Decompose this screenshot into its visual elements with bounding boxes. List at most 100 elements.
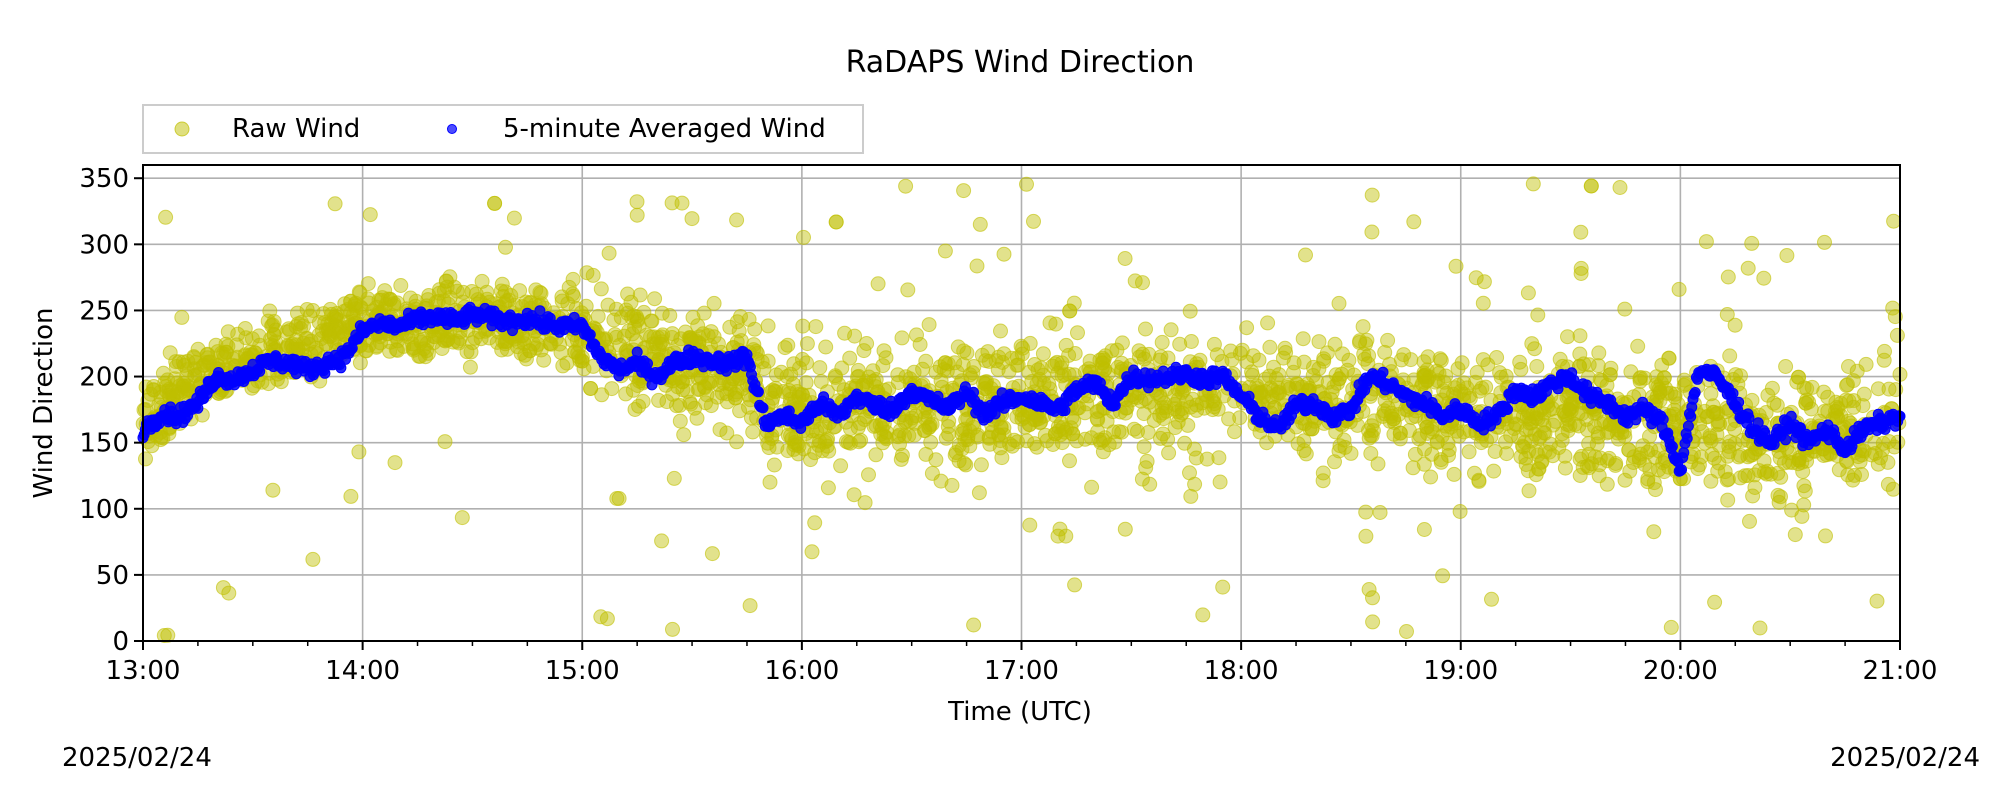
- x-tick-label: 16:00: [764, 656, 839, 686]
- raw-wind-point: [555, 358, 571, 374]
- raw-wind-point: [1642, 462, 1658, 478]
- raw-wind-point: [1720, 492, 1736, 508]
- x-tick-label: 14:00: [325, 656, 400, 686]
- raw-wind-point: [1529, 359, 1545, 374]
- averaged-wind-point: [1681, 432, 1693, 444]
- raw-wind-point: [1527, 341, 1543, 357]
- raw-wind-point: [1778, 359, 1794, 374]
- raw-wind-point: [972, 216, 988, 232]
- raw-wind-point: [1419, 425, 1435, 441]
- raw-wind-point: [1332, 438, 1348, 454]
- raw-wind-point: [512, 283, 528, 299]
- raw-wind-point: [1183, 488, 1199, 504]
- raw-wind-point: [1153, 349, 1169, 365]
- raw-wind-point: [1331, 295, 1347, 311]
- averaged-wind-point: [1676, 464, 1687, 476]
- raw-wind-point: [1707, 594, 1723, 610]
- raw-wind-point: [664, 195, 680, 211]
- raw-wind-point: [190, 341, 206, 357]
- raw-wind-point: [1406, 214, 1422, 230]
- raw-wind-point: [1720, 269, 1736, 285]
- x-tick-label: 19:00: [1423, 656, 1498, 686]
- raw-wind-point: [856, 343, 872, 359]
- raw-wind-point: [601, 245, 617, 261]
- raw-wind-point: [1889, 327, 1905, 343]
- raw-wind-point: [1161, 445, 1177, 461]
- raw-wind-point: [654, 533, 670, 549]
- date-right: 2025/02/24: [1830, 743, 1980, 773]
- raw-wind-point: [1419, 419, 1435, 435]
- raw-wind-point: [230, 326, 246, 342]
- raw-wind-point: [1602, 367, 1618, 383]
- raw-wind-point: [565, 271, 581, 287]
- raw-wind-point: [1676, 377, 1692, 393]
- raw-wind-point: [1867, 446, 1883, 461]
- raw-wind-point: [1476, 274, 1492, 290]
- raw-wind-point: [1315, 465, 1331, 481]
- raw-wind-point: [1816, 384, 1832, 400]
- raw-wind-point: [971, 485, 987, 501]
- raw-wind-point: [1311, 361, 1327, 377]
- raw-wind-point: [980, 344, 996, 360]
- raw-wind-point: [428, 295, 444, 310]
- raw-wind-point: [1456, 424, 1472, 440]
- raw-wind-point: [1646, 475, 1662, 491]
- raw-wind-point: [1401, 423, 1417, 438]
- legend-frame: [142, 104, 864, 154]
- raw-wind-point: [1392, 425, 1408, 441]
- raw-wind-point: [293, 315, 309, 330]
- raw-wind-point: [1521, 483, 1537, 499]
- raw-wind-point: [343, 488, 359, 504]
- raw-wind-point: [220, 324, 236, 340]
- averaged-wind-point: [1666, 441, 1678, 452]
- raw-wind-point: [1015, 340, 1031, 356]
- raw-wind-point: [921, 317, 937, 333]
- raw-wind-point: [1117, 521, 1133, 537]
- raw-wind-point: [1547, 413, 1563, 429]
- raw-wind-point: [853, 432, 869, 448]
- raw-wind-point: [1591, 345, 1607, 361]
- raw-wind-point: [393, 278, 409, 293]
- raw-wind-point: [722, 319, 738, 335]
- raw-wind-point: [779, 369, 795, 384]
- raw-wind-point: [451, 335, 467, 351]
- raw-wind-point: [1632, 374, 1648, 389]
- raw-wind-point: [1365, 614, 1381, 630]
- raw-wind-point: [993, 323, 1008, 339]
- raw-wind-point: [1054, 368, 1070, 384]
- raw-wind-point: [1700, 408, 1716, 424]
- raw-wind-point: [969, 258, 985, 274]
- raw-wind-point: [659, 394, 675, 410]
- legend: Raw Wind 5-minute Averaged Wind: [142, 104, 864, 154]
- raw-wind-point: [327, 196, 343, 212]
- raw-wind-point: [1077, 405, 1093, 421]
- raw-wind-point: [1770, 487, 1786, 503]
- raw-wind-point: [1183, 334, 1199, 349]
- raw-wind-point: [1084, 479, 1100, 495]
- raw-wind-point: [674, 374, 690, 390]
- raw-wind-point: [1154, 334, 1170, 350]
- raw-wind-point: [1651, 443, 1666, 459]
- raw-wind-point: [1523, 433, 1539, 449]
- averaged-wind-point: [1743, 412, 1755, 424]
- raw-wind-point: [1146, 413, 1162, 428]
- raw-wind-point: [909, 327, 924, 343]
- raw-wind-point: [1880, 454, 1896, 470]
- raw-wind-point: [138, 451, 153, 467]
- raw-wind-point: [442, 269, 458, 285]
- raw-wind-point: [994, 450, 1010, 466]
- raw-wind-point: [585, 267, 601, 283]
- raw-wind-point: [167, 371, 183, 387]
- raw-wind-point: [382, 291, 398, 307]
- raw-wind-point: [1468, 270, 1484, 286]
- averaged-wind-point: [1727, 387, 1739, 399]
- raw-wind-point: [1212, 474, 1228, 490]
- raw-wind-point: [1356, 346, 1372, 362]
- raw-wind-point: [796, 229, 811, 245]
- raw-wind-point: [1022, 417, 1037, 433]
- raw-wind-point: [804, 544, 820, 560]
- raw-wind-point: [1027, 436, 1042, 452]
- raw-wind-point: [1182, 303, 1198, 319]
- raw-wind-point: [454, 510, 470, 526]
- raw-wind-point: [1199, 451, 1215, 467]
